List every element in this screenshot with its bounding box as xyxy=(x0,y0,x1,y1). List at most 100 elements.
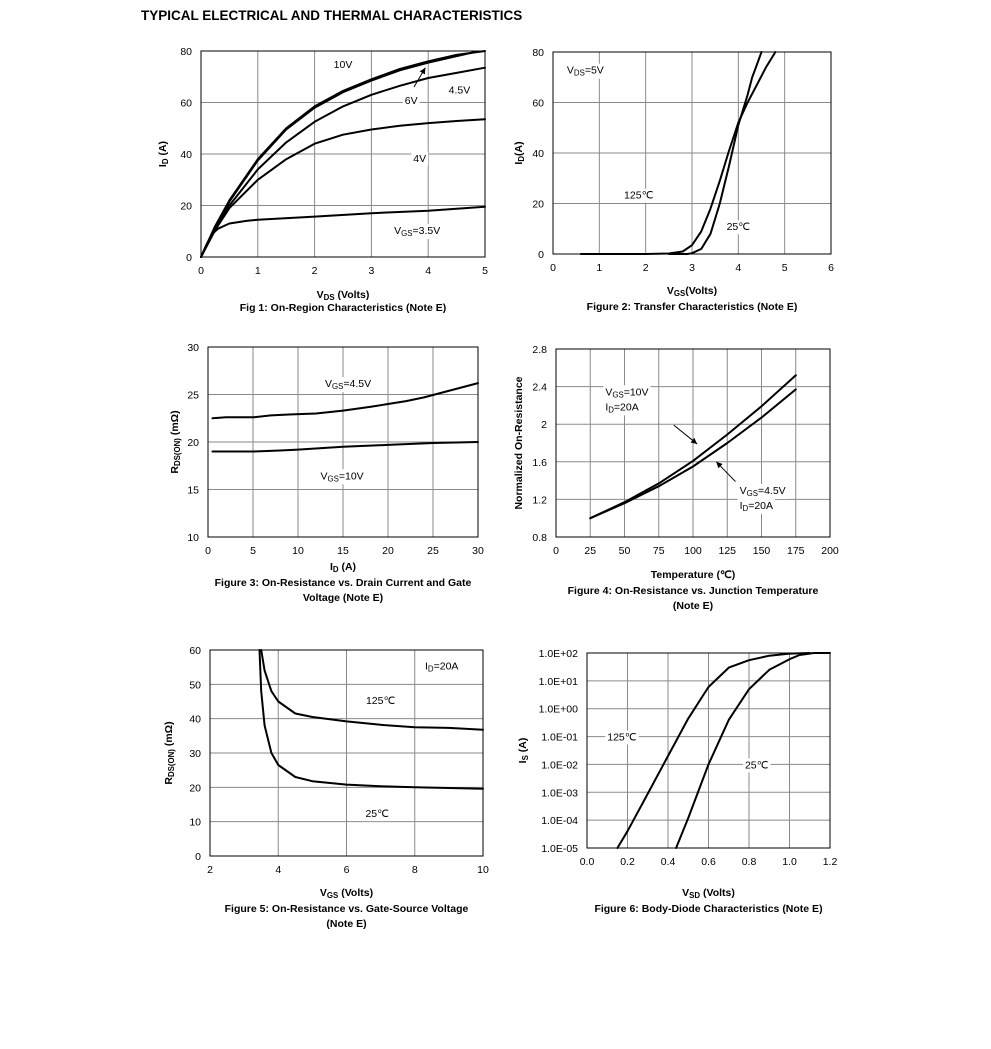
series-line-1 xyxy=(211,382,479,420)
x-tick-label: 8 xyxy=(412,864,418,876)
y-tick-label: 20 xyxy=(187,437,199,449)
y-tick-label: 2.4 xyxy=(532,382,547,394)
y-tick-label: 1.0E-01 xyxy=(541,732,578,744)
plot-frame xyxy=(586,652,831,849)
y-tick-label: 2.8 xyxy=(532,344,547,356)
y-tick-label: 30 xyxy=(187,342,199,354)
annotation-label: VDS=5V xyxy=(567,65,604,78)
annotation-label: VGS=4.5V xyxy=(325,378,371,391)
figure-caption: Figure 4: On-Resistance vs. Junction Tem… xyxy=(568,585,819,597)
y-axis-label: RDS(ON) (mΩ) xyxy=(163,721,176,784)
x-axis-label: ID (A) xyxy=(330,561,356,574)
x-tick-label: 1 xyxy=(596,262,602,274)
annotation-arrow xyxy=(715,461,736,482)
page-title: TYPICAL ELECTRICAL AND THERMAL CHARACTER… xyxy=(141,8,523,23)
x-tick-label: 10 xyxy=(292,545,304,557)
x-tick-label: 4 xyxy=(735,262,741,274)
x-tick-label: 5 xyxy=(482,265,488,277)
series-line-5 xyxy=(200,205,486,258)
x-tick-label: 1.2 xyxy=(823,856,838,868)
y-tick-label: 30 xyxy=(189,748,201,760)
x-tick-label: 0.0 xyxy=(580,856,595,868)
x-tick-label: 15 xyxy=(337,545,349,557)
x-tick-label: 125 xyxy=(718,545,736,557)
y-tick-label: 20 xyxy=(532,199,544,211)
annotation-label: ID=20A xyxy=(425,660,458,673)
y-tick-label: 40 xyxy=(532,148,544,160)
series-line-2 xyxy=(258,649,484,790)
figure-caption: Fig 1: On-Region Characteristics (Note E… xyxy=(240,302,447,314)
plot-frame xyxy=(209,649,484,857)
series-line-1 xyxy=(260,649,484,731)
y-tick-label: 40 xyxy=(180,149,192,161)
x-tick-label: 6 xyxy=(344,864,350,876)
annotation-label: 10V xyxy=(334,59,353,71)
x-tick-label: 5 xyxy=(782,262,788,274)
annotation-label: 25℃ xyxy=(745,759,769,771)
figure-caption: Figure 3: On-Resistance vs. Drain Curren… xyxy=(215,577,472,589)
x-tick-label: 0 xyxy=(550,262,556,274)
y-tick-label: 15 xyxy=(187,485,199,497)
y-tick-label: 1.0E+02 xyxy=(539,648,579,660)
x-axis-label: Temperature (℃) xyxy=(651,569,736,581)
series-line-2 xyxy=(200,51,475,258)
x-tick-label: 5 xyxy=(250,545,256,557)
y-tick-label: 80 xyxy=(532,47,544,59)
y-tick-label: 0 xyxy=(186,252,192,264)
y-tick-label: 60 xyxy=(189,645,201,657)
figure-caption: Voltage (Note E) xyxy=(303,592,383,604)
annotation-arrow xyxy=(673,424,698,445)
annotation-label: 4V xyxy=(413,153,426,165)
x-tick-label: 175 xyxy=(787,545,805,557)
y-tick-label: 20 xyxy=(180,201,192,213)
annotation-arrow xyxy=(413,67,426,88)
y-tick-label: 1.0E+01 xyxy=(539,676,579,688)
x-axis-label: VDS (Volts) xyxy=(317,289,370,302)
y-axis-label: ID(A) xyxy=(513,141,526,164)
x-tick-label: 25 xyxy=(584,545,596,557)
series-line-2 xyxy=(589,388,797,520)
annotation-label: VGS=3.5V xyxy=(394,225,440,238)
annotation-label: VGS=4.5V xyxy=(740,485,786,498)
y-tick-label: 20 xyxy=(189,782,201,794)
x-tick-label: 0 xyxy=(205,545,211,557)
annotation-label: ID=20A xyxy=(740,500,773,513)
series-line-2 xyxy=(675,652,831,849)
series-line-1 xyxy=(616,652,811,849)
series-line-1 xyxy=(579,51,777,255)
x-tick-label: 2 xyxy=(312,265,318,277)
figure-caption: Figure 2: Transfer Characteristics (Note… xyxy=(587,301,798,313)
plot-frame xyxy=(200,50,486,258)
y-tick-label: 1.0E+00 xyxy=(539,704,579,716)
annotation-label: 125℃ xyxy=(607,732,637,744)
y-tick-label: 1.0E-02 xyxy=(541,759,578,771)
y-axis-label: IS (A) xyxy=(517,738,530,764)
x-tick-label: 2 xyxy=(207,864,213,876)
plot-frame xyxy=(207,346,479,538)
series-line-2 xyxy=(211,441,479,453)
x-tick-label: 1 xyxy=(255,265,261,277)
figure-caption: Figure 5: On-Resistance vs. Gate-Source … xyxy=(225,903,469,915)
x-tick-label: 6 xyxy=(828,262,834,274)
annotation-label: 6V xyxy=(405,95,418,107)
x-axis-label: VGS (Volts) xyxy=(320,887,373,900)
annotation-label: 25℃ xyxy=(727,221,751,233)
y-tick-label: 1.0E-04 xyxy=(541,815,578,827)
x-tick-label: 0.4 xyxy=(661,856,676,868)
x-tick-label: 3 xyxy=(368,265,374,277)
annotation-label: 4.5V xyxy=(449,85,471,97)
x-tick-label: 0 xyxy=(553,545,559,557)
x-axis-label: VGS(Volts) xyxy=(667,285,717,298)
y-tick-label: 10 xyxy=(187,532,199,544)
x-tick-label: 10 xyxy=(477,864,489,876)
y-tick-label: 50 xyxy=(189,679,201,691)
x-tick-label: 0.8 xyxy=(742,856,757,868)
x-tick-label: 0 xyxy=(198,265,204,277)
